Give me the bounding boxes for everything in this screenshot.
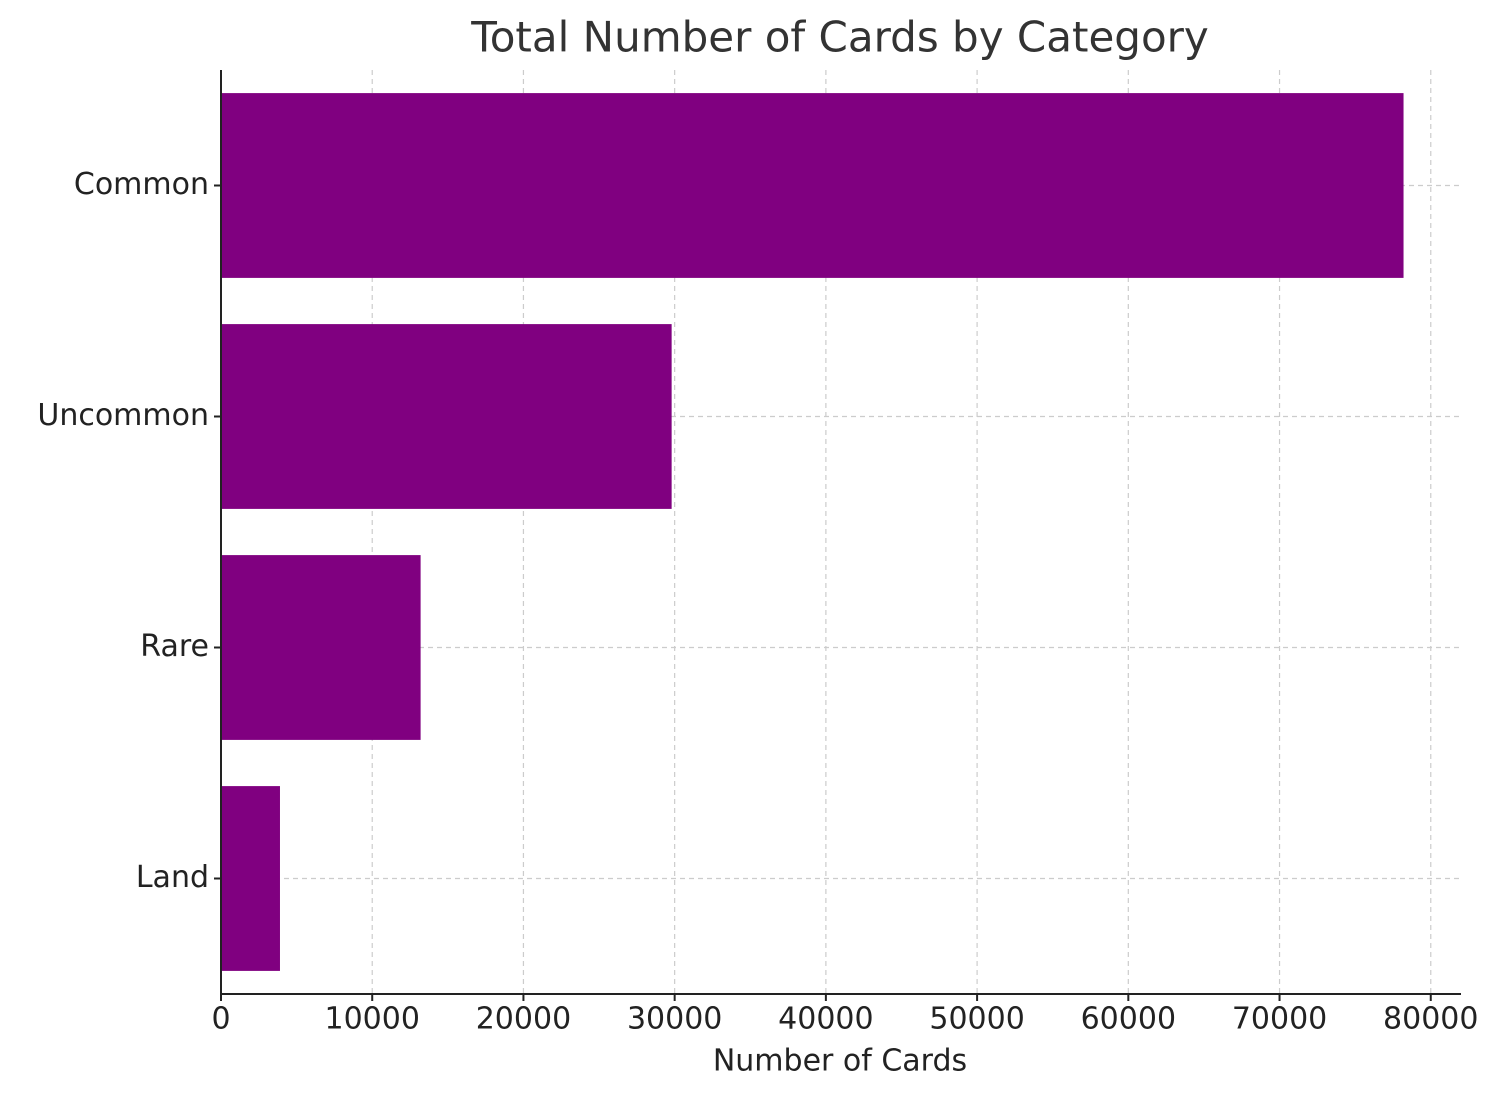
x-tick-label: 70000 [1232, 1002, 1327, 1037]
x-tick-label: 20000 [476, 1002, 571, 1037]
bar [221, 555, 421, 740]
x-axis-label: Number of Cards [713, 1044, 967, 1079]
x-tick-label: 40000 [778, 1002, 873, 1037]
y-tick-label: Rare [140, 629, 209, 664]
x-tick-label: 60000 [1081, 1002, 1176, 1037]
bar [221, 324, 672, 509]
bar [221, 93, 1404, 278]
y-tick-label: Land [136, 860, 209, 895]
bar [221, 786, 280, 971]
y-tick-label: Common [74, 167, 209, 202]
chart-title: Total Number of Cards by Category [470, 13, 1209, 62]
x-tick-label: 30000 [627, 1002, 722, 1037]
x-tick-label: 80000 [1383, 1002, 1478, 1037]
x-tick-label: 10000 [325, 1002, 420, 1037]
x-tick-label: 50000 [929, 1002, 1024, 1037]
y-tick-label: Uncommon [37, 398, 209, 433]
x-tick-label: 0 [211, 1002, 230, 1037]
